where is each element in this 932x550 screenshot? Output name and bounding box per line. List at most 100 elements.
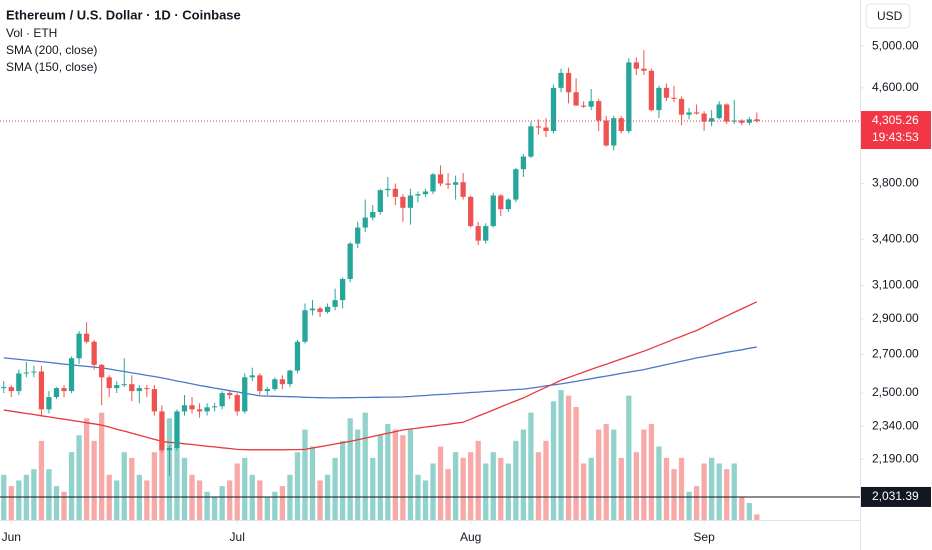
candle-body: [618, 118, 624, 132]
candle-body: [362, 217, 368, 228]
candle-body: [603, 120, 609, 146]
y-tick-label: 2,340.00: [872, 418, 919, 432]
volume-bar: [144, 480, 150, 520]
volume-bar: [558, 390, 564, 520]
candle-body: [181, 405, 188, 412]
volume-bar: [520, 429, 527, 520]
candle-body: [332, 300, 338, 307]
volume-bar: [31, 469, 37, 520]
candle-body: [483, 226, 489, 241]
x-tick-label: Aug: [460, 530, 481, 544]
candle-body: [166, 448, 173, 451]
volume-bar: [46, 469, 52, 520]
currency-button[interactable]: [865, 3, 911, 29]
candle-body: [693, 112, 700, 114]
candle-body: [490, 195, 496, 227]
candle-body: [626, 62, 632, 132]
candle-body: [309, 308, 316, 311]
candle-body: [287, 370, 293, 385]
volume-bar: [550, 401, 557, 520]
y-tick-label: 3,400.00: [872, 231, 919, 245]
volume-bar: [445, 469, 451, 520]
candle-body: [242, 377, 248, 412]
x-tick-label: Jun: [2, 530, 21, 544]
candle-body: [16, 373, 22, 392]
chart-title: Ethereum / U.S. Dollar · 1D · Coinbase: [6, 7, 241, 22]
volume-bar: [716, 463, 722, 520]
candle-body: [31, 371, 37, 373]
candle-body: [460, 182, 466, 197]
candle-body: [430, 174, 436, 192]
y-tick-label: 2,900.00: [872, 311, 919, 325]
volume-bar: [227, 480, 233, 520]
volume-bar: [174, 440, 180, 520]
y-tick-label: 3,100.00: [872, 278, 919, 292]
volume-bar: [475, 440, 481, 520]
candle-body: [347, 243, 353, 279]
candle-body: [573, 92, 579, 106]
study-label: SMA (200, close): [6, 43, 97, 57]
candle-body: [558, 72, 564, 88]
volume-bar: [603, 423, 609, 520]
study-label: Vol · ETH: [6, 26, 57, 40]
volume-bar: [264, 497, 270, 520]
candle-body: [99, 364, 105, 378]
volume-bar: [580, 463, 587, 520]
volume-bar: [618, 457, 624, 520]
volume-bar: [671, 469, 677, 520]
volume-bar: [709, 457, 715, 520]
volume-bar: [211, 497, 218, 520]
candle-body: [234, 395, 240, 412]
candle-body: [61, 388, 67, 392]
volume-bar: [588, 457, 594, 520]
candle-body: [324, 306, 331, 312]
candle-body: [264, 389, 270, 392]
volume-bar: [114, 480, 120, 520]
candle-body: [340, 278, 346, 301]
currency[interactable]: USD: [877, 9, 903, 23]
candle-body: [580, 105, 587, 107]
volume-bar: [528, 412, 534, 520]
volume-bar: [648, 423, 655, 520]
candle-body: [528, 126, 534, 157]
candle-body: [678, 98, 685, 115]
volume-bar: [573, 406, 579, 520]
candle-body: [550, 87, 557, 132]
volume-bar: [663, 457, 670, 520]
candle-body: [648, 70, 655, 111]
candle-body: [370, 211, 376, 218]
volume-bar: [76, 435, 82, 520]
volume-bar: [272, 491, 278, 520]
candle-body: [23, 372, 29, 374]
volume-bar: [121, 452, 127, 520]
volume-bar: [204, 491, 210, 520]
last-price-tag: [861, 111, 931, 150]
volume-bar: [53, 486, 60, 520]
candle-body: [520, 156, 527, 170]
candle-body: [468, 196, 474, 227]
candle-body: [355, 227, 361, 244]
candle-body: [8, 387, 14, 392]
candle-body: [724, 104, 730, 122]
candle-body: [475, 226, 481, 241]
volume-bar: [460, 457, 466, 520]
volume-bar: [731, 463, 737, 520]
volume-bar: [693, 486, 700, 520]
candle-body: [196, 409, 203, 412]
candle-body: [746, 119, 752, 123]
volume-bar: [400, 435, 406, 520]
candle-body: [129, 384, 135, 392]
volume-bar: [596, 429, 602, 520]
volume-bar: [678, 457, 685, 520]
volume-bar: [701, 463, 707, 520]
volume-bar: [422, 480, 429, 520]
volume-bar: [294, 452, 301, 520]
volume-bar: [513, 440, 519, 520]
volume-bar: [309, 446, 316, 520]
candle-body: [317, 308, 323, 312]
volume-bar: [739, 497, 745, 520]
volume-bar: [332, 457, 338, 520]
volume-bar: [483, 463, 489, 520]
candle-body: [46, 397, 52, 410]
